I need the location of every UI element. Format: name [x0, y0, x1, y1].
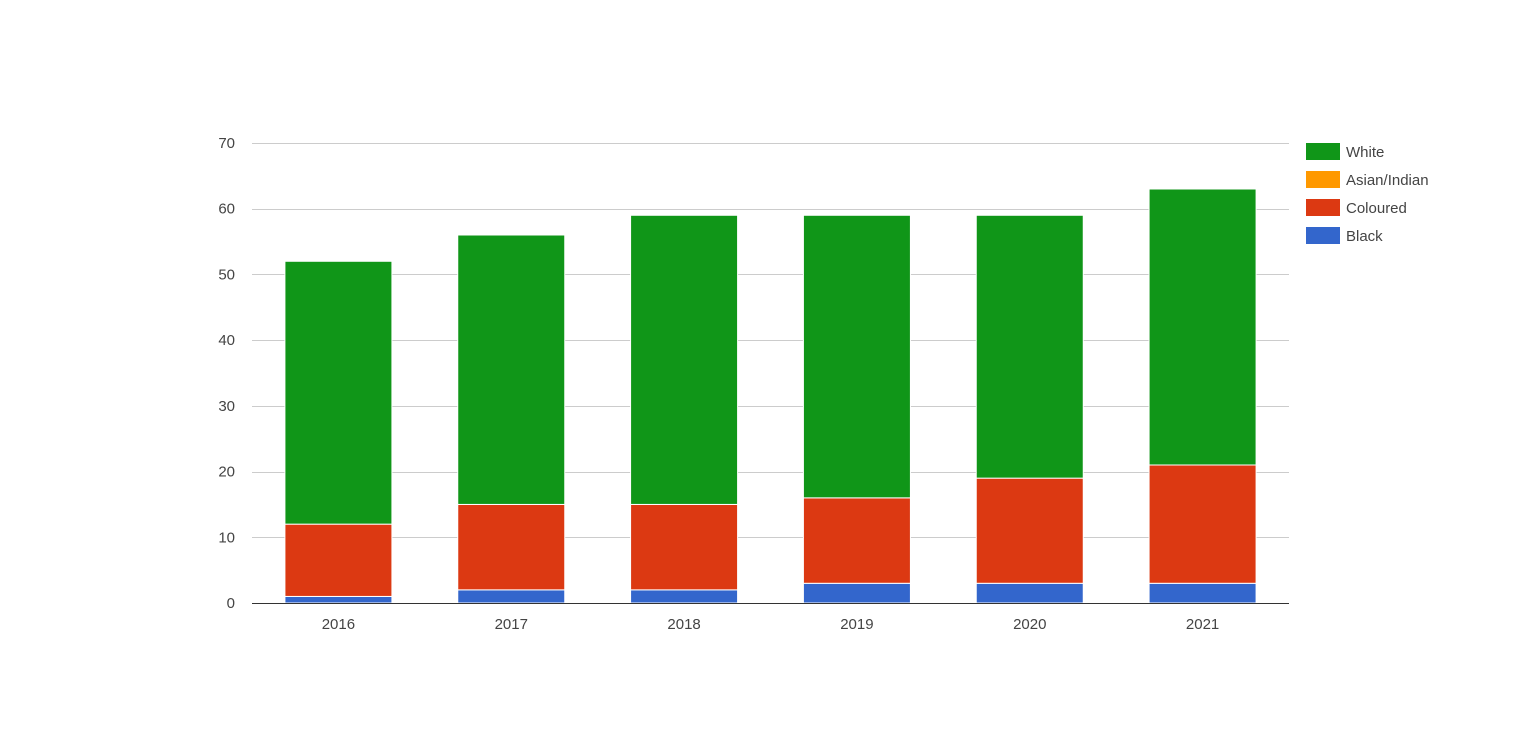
bar-segment-white-2019: [802, 214, 911, 499]
bar-segment-black-2017: [457, 589, 566, 604]
bar-segment-white-2020: [975, 214, 1084, 479]
legend: White Asian/Indian Coloured Black: [1306, 143, 1429, 245]
legend-label: Coloured: [1346, 200, 1407, 217]
bar-segment-black-2020: [975, 582, 1084, 604]
y-tick-label: 20: [218, 464, 235, 481]
bar-segment-coloured-2016: [284, 523, 393, 597]
y-tick-label: 60: [218, 201, 235, 218]
y-tick-label: 30: [218, 398, 235, 415]
bar-segment-black-2016: [284, 595, 393, 604]
bar-segment-white-2017: [457, 234, 566, 505]
bar-segment-coloured-2020: [975, 477, 1084, 584]
x-tick-label: 2021: [1186, 616, 1219, 633]
x-tick-label: 2018: [667, 616, 700, 633]
bar-segment-white-2021: [1148, 188, 1257, 466]
legend-swatch: [1306, 143, 1340, 160]
legend-label: Black: [1346, 228, 1383, 245]
axes: 0 10 20 30 40 50 60 70 2016 2017 2018 2019 2020 2021: [218, 135, 1289, 633]
y-tick-label: 40: [218, 332, 235, 349]
legend-swatch: [1306, 171, 1340, 188]
bars: [284, 188, 1257, 604]
gridlines: [252, 143, 1289, 538]
bar-segment-coloured-2021: [1148, 464, 1257, 584]
bar-segment-coloured-2018: [630, 503, 739, 591]
bar-segment-white-2018: [630, 214, 739, 505]
bar-segment-black-2019: [802, 582, 911, 604]
bar-segment-black-2018: [630, 589, 739, 604]
y-tick-label: 10: [218, 529, 235, 546]
legend-swatch: [1306, 227, 1340, 244]
bar-segment-coloured-2019: [802, 497, 911, 584]
bar-segment-coloured-2017: [457, 503, 566, 591]
legend-label: Asian/Indian: [1346, 172, 1429, 189]
bar-segment-white-2016: [284, 260, 393, 525]
y-tick-label: 70: [218, 135, 235, 152]
legend-swatch: [1306, 199, 1340, 216]
y-tick-label: 0: [227, 595, 235, 612]
legend-label: White: [1346, 144, 1384, 161]
bar-segment-black-2021: [1148, 582, 1257, 604]
x-tick-label: 2020: [1013, 616, 1046, 633]
x-tick-label: 2019: [840, 616, 873, 633]
y-tick-label: 50: [218, 266, 235, 283]
x-tick-label: 2016: [322, 616, 355, 633]
x-tick-label: 2017: [495, 616, 528, 633]
